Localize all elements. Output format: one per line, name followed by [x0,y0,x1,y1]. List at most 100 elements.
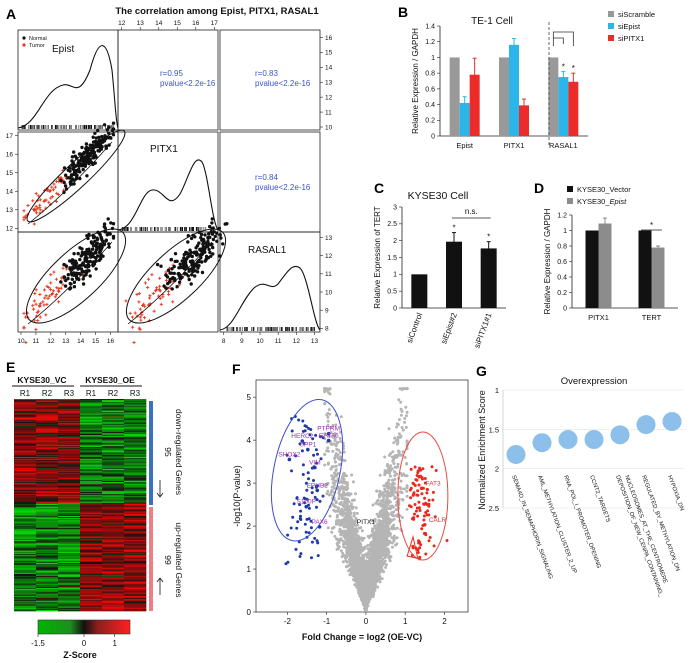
gene-point [339,523,343,527]
tick-label: 14 [77,338,85,345]
heatmap-cell [124,530,147,532]
heatmap-cell [36,593,59,595]
heatmap-cell [102,521,125,523]
y-tick-label: 0.6 [557,259,567,266]
heatmap-cell [80,507,103,509]
tumor-point [206,235,210,240]
heatmap-cell [102,535,125,538]
heatmap-cell [102,596,125,599]
heatmap-cell [36,419,59,422]
tumor-point [182,256,186,260]
heatmap-cell [124,582,147,585]
heatmap-cell [36,544,59,546]
heatmap-cell [14,412,37,414]
heatmap-cell [124,485,147,487]
heatmap-cell [80,451,103,453]
heatmap-cell [124,436,147,438]
x-category-label: Epist [456,141,474,150]
heatmap-cell [36,518,59,520]
gene-point [394,508,398,512]
heatmap-cell [124,596,147,599]
heatmap-cell [102,565,125,567]
heatmap-cell [102,413,125,415]
heatmap-cell [80,598,103,601]
gene-point [342,477,346,481]
heatmap-cell [80,515,103,518]
heatmap-cell [80,401,103,403]
tumor-point [159,264,163,268]
heatmap-cell [80,534,103,536]
heatmap-cell [58,497,81,499]
gene-point [366,543,370,547]
heatmap-cell [102,475,125,477]
gene-point [337,497,341,501]
x-category-label: siPITX1#1 [472,311,493,349]
heatmap-cell [58,550,81,553]
heatmap-cell [124,606,147,609]
heatmap-cell [80,414,103,416]
heatmap-cell [80,605,103,607]
heatmap-cell [124,501,147,504]
heatmap-cell [14,551,37,554]
heatmap-cell [58,522,81,524]
heatmap-cell [124,588,147,590]
tumor-point [94,267,98,271]
heatmap-cell [124,597,147,600]
heatmap-cell [58,602,81,604]
tumor-point [101,239,105,244]
tumor-point [83,155,88,159]
gene-point [383,455,387,459]
tumor-point [103,230,107,234]
gene-point [325,413,329,417]
heatmap-cell [102,431,125,434]
gene-point [384,527,388,531]
tumor-point [218,233,222,237]
heatmap-cell [14,405,37,407]
heatmap-cell [102,448,125,450]
heatmap-cell [102,559,125,562]
heatmap-cell [36,566,59,568]
heatmap-cell [58,601,81,603]
heatmap-cell [124,488,147,491]
heatmap-cell [14,409,37,412]
confidence-ellipse [125,228,227,324]
heatmap-cell [14,480,37,483]
tumor-point [93,131,97,135]
heatmap-cell [14,542,37,544]
heatmap-cell [36,589,59,591]
gene-point [402,487,406,491]
heatmap-cell [102,601,125,603]
heatmap-cell [58,431,81,434]
heatmap-cell [58,556,81,558]
heatmap-cell [36,444,59,447]
heatmap-cell [36,416,59,418]
y-tick-label: 1 [563,228,567,235]
heatmap-cell [14,605,37,607]
heatmap-cell [80,577,103,579]
heatmap-cell [80,567,103,569]
tumor-point [84,145,89,150]
heatmap-cell [80,452,103,454]
gene-point [377,532,381,536]
heatmap-cell [58,580,81,582]
heatmap-cell [36,429,59,432]
heatmap-cell [80,424,103,426]
tumor-point [70,159,74,163]
heatmap-cell [36,497,59,499]
column-label: R1 [86,389,97,398]
gene-point [390,545,394,549]
heatmap-cell [124,476,147,479]
heatmap-cell [124,594,147,597]
tumor-point [78,257,82,262]
heatmap-cell [14,427,37,429]
x-tick-label: -1 [323,617,331,626]
gene-point [377,578,381,582]
legend-label: siEpist [618,22,641,31]
significance-bracket [552,37,564,46]
heatmap-cell [14,475,37,477]
heatmap-cell [36,487,59,489]
heatmap-cell [102,467,125,470]
heatmap-cell [36,406,59,409]
heatmap-cell [58,411,81,413]
tick-label: 16 [325,35,333,42]
